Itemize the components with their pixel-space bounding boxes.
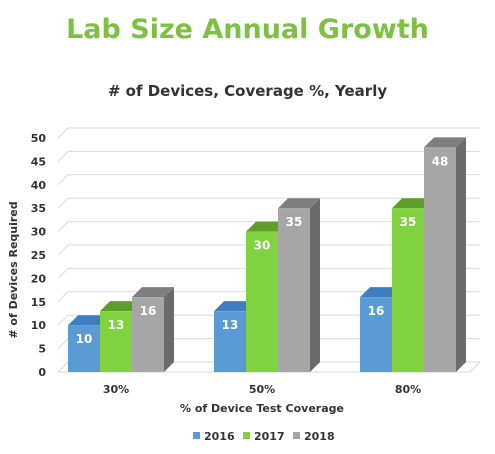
bar-front <box>360 297 392 372</box>
y-tick-label: 0 <box>38 366 46 379</box>
legend-label: 2018 <box>304 430 335 443</box>
bar-top <box>392 198 434 209</box>
legend: 2016 2017 2018 <box>193 430 335 443</box>
legend-item-2018: 2018 <box>293 430 335 443</box>
gridline <box>57 127 480 139</box>
x-tick-label: 80% <box>395 383 421 396</box>
category-labels: 30% 50% 80% <box>103 383 421 396</box>
bar-value-label: 48 <box>432 154 449 168</box>
bar-top <box>360 287 402 298</box>
y-tick-label: 50 <box>31 132 47 145</box>
gridline <box>57 197 480 209</box>
gridline <box>57 150 480 162</box>
bar-front <box>132 297 164 372</box>
bar-value-label: 13 <box>222 318 239 332</box>
y-tick-label: 10 <box>31 319 47 332</box>
y-tick-label: 25 <box>31 249 46 262</box>
y-tick-label: 5 <box>38 343 46 356</box>
bar-front <box>214 311 246 372</box>
bar-front <box>100 311 132 372</box>
y-tick-label: 15 <box>31 296 46 309</box>
bar-side <box>456 137 466 372</box>
bar-front <box>246 231 278 372</box>
page-title: Lab Size Annual Growth <box>66 14 429 45</box>
chart-title: # of Devices, Coverage %, Yearly <box>107 82 388 100</box>
bar-2018-50pct: 35 <box>278 198 320 372</box>
gridline <box>57 267 480 279</box>
gridline <box>57 244 480 256</box>
x-tick-label: 30% <box>103 383 129 396</box>
bar-value-label: 16 <box>140 304 157 318</box>
bar-value-label: 35 <box>286 215 303 229</box>
legend-swatch <box>293 432 300 439</box>
bar-top <box>278 198 320 209</box>
bar-front <box>278 208 310 372</box>
gridline <box>57 174 480 186</box>
y-axis-label: # of Devices Required <box>7 201 20 338</box>
legend-item-2016: 2016 <box>193 430 235 443</box>
bar-front <box>424 147 456 372</box>
bar-value-label: 16 <box>368 304 385 318</box>
bar-2018-30pct: 16 <box>132 287 174 372</box>
bar-top <box>424 137 466 148</box>
bar-value-label: 10 <box>76 332 93 346</box>
bar-front <box>392 208 424 372</box>
bar-value-label: 13 <box>108 318 125 332</box>
y-tick-label: 35 <box>31 202 46 215</box>
legend-label: 2017 <box>254 430 285 443</box>
bar-top <box>68 315 110 326</box>
floor-line <box>58 361 481 373</box>
legend-item-2017: 2017 <box>243 430 285 443</box>
bar-value-label: 30 <box>254 239 271 253</box>
y-tick-label: 40 <box>31 179 47 192</box>
bar-top <box>132 287 174 298</box>
y-axis: 0 5 10 15 20 25 30 35 40 45 50 <box>31 132 47 379</box>
gridline <box>57 314 480 326</box>
y-tick-label: 20 <box>31 272 47 285</box>
legend-swatch <box>193 432 200 439</box>
y-tick-label: 45 <box>31 155 46 168</box>
bar-top <box>246 221 288 232</box>
gridline <box>57 221 480 232</box>
bar-top <box>100 301 142 312</box>
bar-2018-80pct: 48 <box>424 137 466 372</box>
bar-front <box>68 325 100 372</box>
gridline <box>57 291 480 303</box>
bar-side <box>164 287 174 372</box>
x-axis-label: % of Device Test Coverage <box>180 402 344 415</box>
bars: 10 13 16 13 30 35 16 35 48 <box>68 137 466 372</box>
bar-side <box>310 198 320 372</box>
grid-lines <box>57 127 481 373</box>
legend-swatch <box>243 432 250 439</box>
legend-label: 2016 <box>204 430 235 443</box>
bar-top <box>214 301 256 312</box>
y-tick-label: 30 <box>31 226 47 239</box>
bar-value-label: 35 <box>400 215 417 229</box>
x-tick-label: 50% <box>249 383 275 396</box>
